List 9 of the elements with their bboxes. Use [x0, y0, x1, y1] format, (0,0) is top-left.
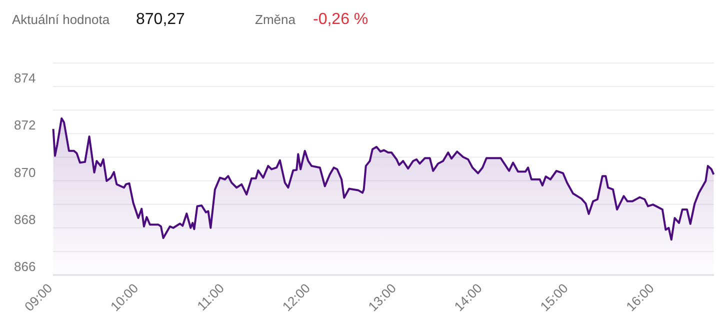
text: Změna — [255, 12, 296, 27]
y-tick-label: 870 — [14, 164, 36, 180]
text: -0,26 % — [313, 11, 368, 28]
y-tick-label: 872 — [14, 118, 36, 133]
y-tick-label: 874 — [14, 70, 36, 86]
y-tick-label: 866 — [14, 259, 36, 274]
text: 870,27 — [136, 11, 186, 28]
y-tick-label: 868 — [14, 212, 36, 227]
text: Aktuální hodnota — [12, 12, 110, 27]
